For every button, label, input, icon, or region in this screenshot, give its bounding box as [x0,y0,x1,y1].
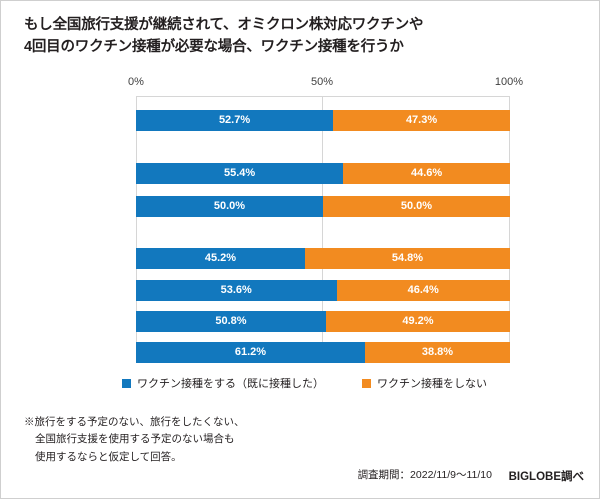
row-bars: 61.2% 38.8% [136,342,510,363]
gridline-50 [322,96,323,363]
gridline-100 [509,96,510,363]
row-bars: 55.4% 44.6% [136,163,510,184]
bar-segment-vaccinate: 50.0% [136,196,323,217]
bar-segment-vaccinate: 52.7% [136,110,334,131]
row-bars: 45.2% 54.8% [136,248,510,269]
row-bars: 50.0% 50.0% [136,196,510,217]
bar-segment-not-vaccinate: 47.3% [333,110,510,131]
bar-segment-vaccinate: 53.6% [136,280,337,301]
legend-label: ワクチン接種をする（既に接種した） [137,378,324,390]
gridline-0 [136,96,137,363]
bar-segment-not-vaccinate: 54.8% [305,248,510,269]
footnote-line-3: 使用するならと仮定して回答。 [35,450,182,463]
plot-top-border [136,96,510,97]
legend-item-vaccinate: ワクチン接種をする（既に接種した） [122,376,324,392]
legend-swatch-icon [362,378,371,388]
row-bars: 53.6% 46.4% [136,280,510,301]
page-title-line-2: 4回目のワクチン接種が必要な場合、ワクチン接種を行うか [24,39,404,56]
footnote: ※旅行をする予定のない、旅行をしたくない、 全国旅行支援を使用する予定のない場合… [24,414,354,466]
legend-item-not-vaccinate: ワクチン接種をしない [362,376,487,392]
bar-segment-vaccinate: 55.4% [136,163,344,184]
bar-segment-not-vaccinate: 50.0% [323,196,510,217]
bar-segment-vaccinate: 45.2% [136,248,305,269]
bar-segment-vaccinate: 50.8% [136,311,326,332]
x-axis-tick-50: 50% [310,76,334,88]
row-bars: 52.7% 47.3% [136,110,510,131]
bar-segment-not-vaccinate: 49.2% [326,311,510,332]
footnote-line-1: ※旅行をする予定のない、旅行をしたくない、 [24,416,245,428]
bar-segment-not-vaccinate: 44.6% [343,163,510,184]
row-bars: 50.8% 49.2% [136,311,510,332]
chart-legend: ワクチン接種をする（既に接種した） ワクチン接種をしない [122,376,552,392]
bar-segment-not-vaccinate: 38.8% [364,342,510,363]
page-title: もし全国旅行支援が継続されて、オミクロン株対応ワクチンや 4回目のワクチン接種が… [24,14,580,59]
bar-segment-not-vaccinate: 46.4% [336,280,510,301]
footnote-line-2: 全国旅行支援を使用する予定のない場合も [35,433,235,446]
legend-swatch-icon [122,378,131,388]
brand-credit: BIGLOBE調べ [508,471,584,483]
x-axis-tick-100: 100% [494,76,524,88]
page-title-line-1: もし全国旅行支援が継続されて、オミクロン株対応ワクチンや [24,17,424,33]
x-axis-tick-0: 0% [128,76,144,88]
bar-segment-vaccinate: 61.2% [136,342,365,363]
legend-label: ワクチン接種をしない [377,378,487,390]
survey-period: 調査期間：2022/11/9〜11/10 [357,469,492,481]
